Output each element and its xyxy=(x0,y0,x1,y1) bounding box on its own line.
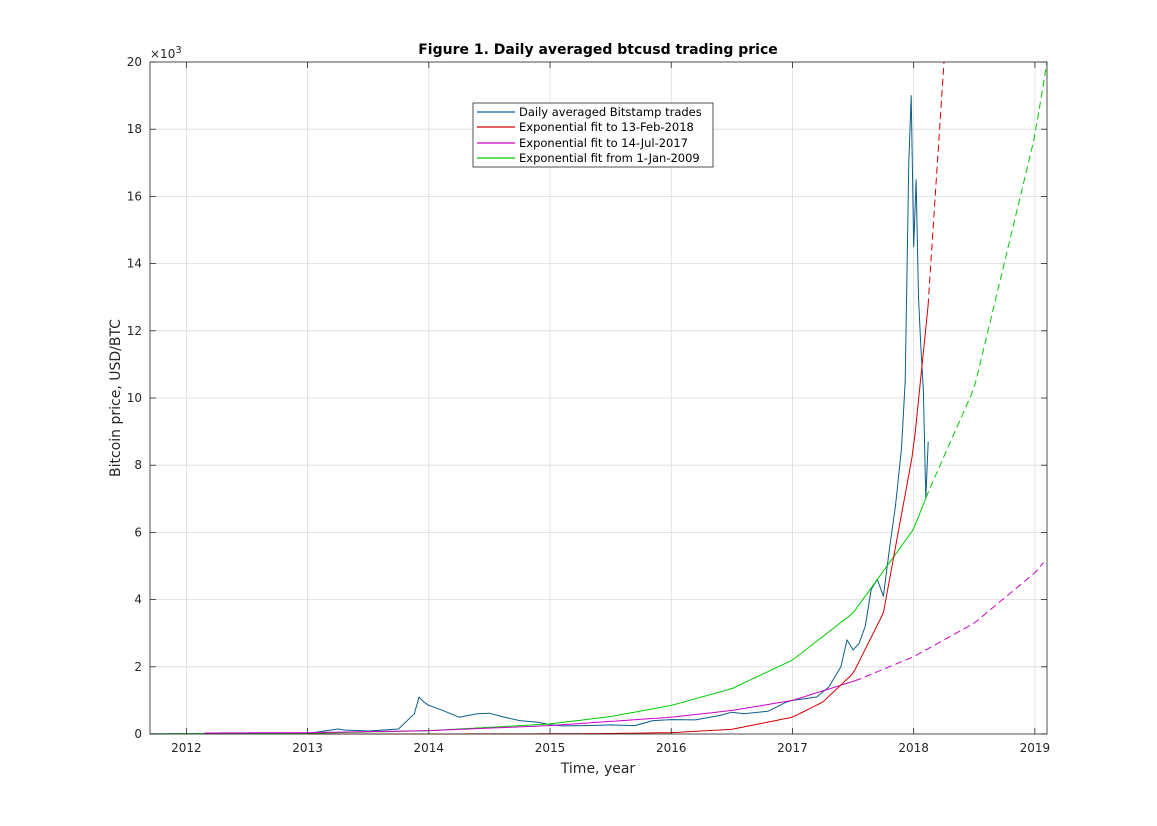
y-tick-label: 10 xyxy=(127,391,142,405)
x-tick-label: 2013 xyxy=(292,741,323,755)
x-axis-label: Time, year xyxy=(560,761,636,777)
series-line-fit-2009-extrapolation xyxy=(925,61,1048,499)
y-tick-label: 8 xyxy=(134,458,142,472)
series-line-fit-feb-2018-extrapolation xyxy=(927,61,945,306)
y-tick-label: 12 xyxy=(127,324,142,338)
y-tick-label: 18 xyxy=(127,122,142,136)
y-exponent-power: 3 xyxy=(175,45,181,56)
x-tick-label: 2016 xyxy=(656,741,687,755)
y-exponent-base: ×10 xyxy=(150,47,175,61)
y-tick-label: 0 xyxy=(134,727,142,741)
axis-ticks: 2012 2013 2014 2015 2016 2017 2018 201902468101… xyxy=(127,55,1050,755)
legend: Daily averaged Bitstamp trades Exponenti… xyxy=(472,102,714,168)
y-axis-exponent: ×103 xyxy=(150,45,182,61)
series-line-fit-jul-2017-extrapolation xyxy=(854,562,1044,682)
y-axis-label: Bitcoin price, USD/BTC xyxy=(108,319,124,477)
x-tick-label: 2019 xyxy=(1020,741,1051,755)
y-tick-label: 6 xyxy=(134,525,142,539)
series-line-fit-2009 xyxy=(150,497,927,735)
x-tick-label: 2014 xyxy=(414,741,445,755)
chart-title: Figure 1. Daily averaged btcusd trading … xyxy=(418,42,778,58)
legend-label-fit-2009: Exponential fit from 1-Jan-2009 xyxy=(519,151,700,165)
series-line-bitstamp xyxy=(149,95,929,735)
legend-label-fit-jul-2017: Exponential fit to 14-Jul-2017 xyxy=(519,136,688,150)
y-tick-label: 4 xyxy=(134,593,142,607)
x-tick-label: 2012 xyxy=(171,741,202,755)
y-tick-label: 14 xyxy=(127,257,142,271)
x-tick-label: 2018 xyxy=(898,741,929,755)
y-tick-label: 2 xyxy=(134,660,142,674)
series-line-fit-jul-2017 xyxy=(204,680,855,734)
legend-label-fit-feb-2018: Exponential fit to 13-Feb-2018 xyxy=(519,120,694,134)
x-tick-label: 2015 xyxy=(535,741,566,755)
legend-label-bitstamp: Daily averaged Bitstamp trades xyxy=(519,105,702,119)
y-tick-label: 16 xyxy=(127,189,142,203)
y-tick-label: 20 xyxy=(127,55,142,69)
legend-box xyxy=(472,102,714,168)
x-tick-label: 2017 xyxy=(777,741,808,755)
